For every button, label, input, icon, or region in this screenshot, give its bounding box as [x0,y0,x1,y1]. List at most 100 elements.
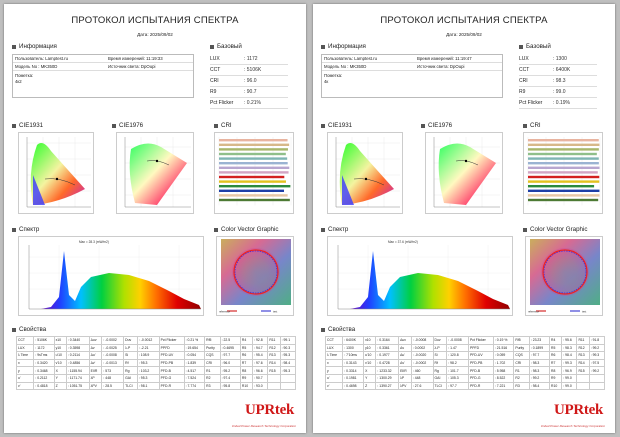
cri-bar [219,152,286,156]
cie1976-header: CIE1976 [112,122,143,129]
table-cell: : 93.0 [252,381,269,391]
table-cell: v'10 [53,358,67,368]
table-cell: : 99.2 [528,373,551,383]
basic-key: CRI [210,78,219,84]
table-row: y: 0.3314 X: 1233.32 EIIR: 460 Rg: 101.7 PFD… [324,366,606,375]
table-row: v': 0.4818 Z: 1051.75 λPV: 28.5 TLCI: 98.1 P… [15,381,297,391]
table-cell: : 22.5 [219,336,241,345]
table-cell: Δv [88,343,103,353]
table-cell: : 99.0 [561,381,578,391]
report-date: Дата: 2025/09/02 [446,32,482,37]
cri-bar [528,180,600,183]
cie1976-diagram [116,132,194,214]
table-cell: R10 [239,381,254,391]
table-cell: : 99.2 [588,366,606,375]
table-cell: R3 [204,381,221,391]
table-cell: : 1300.29 [375,373,400,383]
report-title: ПРОТОКОЛ ИСПЫТАНИЯ СПЕКТРА [380,15,548,26]
table-cell: : 448 [410,373,434,383]
section-bullet-icon [523,227,527,232]
section-bullet-icon [12,227,16,232]
table-cell: : 98.3 [528,366,551,375]
basic-value: : 0.21% [244,100,261,106]
table-cell: CCT [324,336,344,345]
table-cell: u'10 [53,351,67,360]
basic-row: LUX: 1172 [210,54,288,65]
table-cell: PFD-PB [158,358,185,368]
table-cell: : 8.522 [492,373,515,383]
spectrum-chart: Max = 28.3 (mW/m2) [18,236,204,316]
table-cell: : 0.19 % [492,336,515,345]
model-field: Модель No : MK350D [324,64,367,69]
basic-row: CCT: 6400K [519,65,597,76]
table-cell: Duv [123,336,138,345]
section-bullet-icon [321,44,325,49]
basic-value: : 1172 [244,56,258,62]
legend-test: test [273,310,277,314]
table-cell: PFD-G [467,373,494,383]
table-cell: : 1.839 [183,358,206,368]
table-cell: GAI [432,373,448,383]
table-cell: : 97.7 [528,351,551,360]
table-cell [588,381,606,391]
table-cell: : 0.0002 [410,343,434,353]
table-cell: R9 [549,373,563,383]
table-cell: : 95.8 [219,381,241,391]
cri-bar [219,139,288,142]
basic-key: R9 [519,89,526,95]
table-cell: Rf5 [204,336,221,345]
table-cell: Purity [513,343,530,353]
table-cell: : 97.7 [219,351,241,360]
table-cell: PFD-B [467,366,494,375]
cri-bar [528,166,600,169]
section-bullet-icon [321,227,325,232]
table-cell: u'10 [363,351,377,360]
properties-header: Свойства [12,326,46,333]
model-field: Модель No : MK350D [15,64,58,69]
table-cell: : 97.4 [219,373,241,383]
spectrum-max-caption: Max = 28.3 (mW/m2) [79,240,109,244]
table-cell: x [324,358,344,368]
table-cell: : 7.774 [183,381,206,391]
table-cell: : 95.6 [561,336,578,345]
cvg-header: Color Vector Graphic [523,226,587,233]
section-bullet-icon [112,123,116,128]
time-field: Время измерений: 11:19:47 [417,56,472,61]
table-cell: : 448 [101,373,125,383]
table-cell: R7 [549,358,563,368]
basic-value: : 6400K [553,67,571,73]
table-cell: : 1051.75 [65,381,90,391]
table-cell: : 7'10ms [342,351,365,360]
table-cell: : 95.3 [136,373,160,383]
legend-reference: reference [528,310,540,314]
note-label: Пометка: [324,73,343,78]
table-cell: : 23.23 [528,336,551,345]
table-cell: : 0.3420 [33,358,55,368]
cri-bar [219,194,288,197]
report-date: Дата: 2025/09/02 [137,32,173,37]
section-bullet-icon [519,44,523,49]
table-cell: : 98.3 [561,343,578,353]
table-cell: x10 [53,336,67,345]
basic-value: : 90.7 [244,89,257,95]
cri-bar [219,157,288,160]
brand-slogan: United Power Research Technology Corpora… [231,424,296,428]
table-cell: : -0.0013 [101,358,125,368]
table-cell: : -0.0008 [446,336,469,345]
table-cell [576,373,590,383]
section-bullet-icon [12,327,16,332]
basic-value: : 99.0 [553,89,566,95]
properties-table: CCT: 6400K x10: 0.3164 Δuv: -0.0008 Duv: -0… [324,336,606,391]
basic-row: Pct Flicker: 0.21% [210,98,288,109]
table-cell: λ Time [15,351,35,360]
info-section-header: Информация [321,43,366,50]
table-cell: : 0.2112 [33,373,55,383]
table-cell: Δv [398,343,412,353]
table-cell [576,381,590,391]
table-row: v': 0.4698 Z: 1390.27 λPV: 27.6 TLCI: 97.7 P… [324,381,606,391]
table-cell: Δuv [88,336,103,345]
table-cell: Purity [204,343,221,353]
note-value: 4к2 [15,79,22,84]
table-cell: : -0.0008 [101,351,125,360]
table-cell: y10 [363,343,377,353]
